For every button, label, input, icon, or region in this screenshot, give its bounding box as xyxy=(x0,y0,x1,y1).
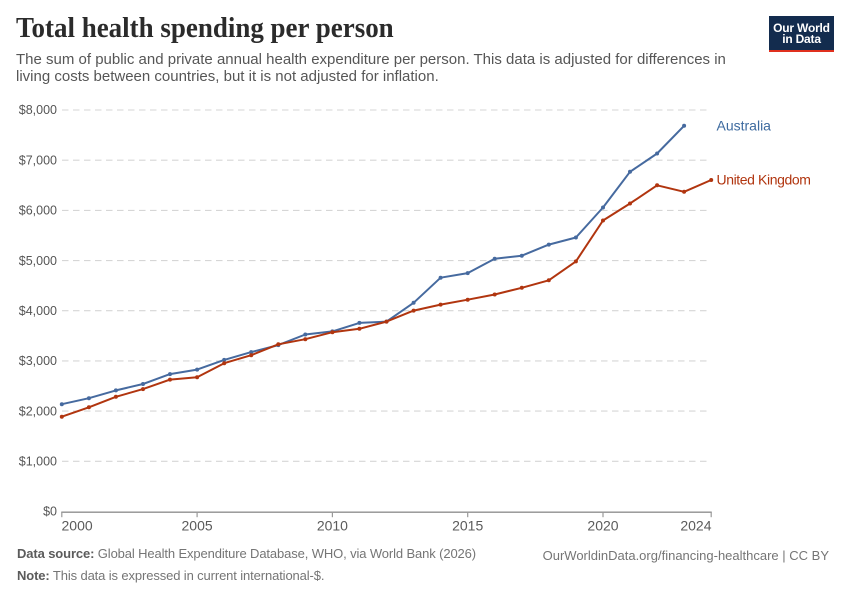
svg-text:$8,000: $8,000 xyxy=(19,103,57,117)
svg-text:$5,000: $5,000 xyxy=(19,254,57,268)
svg-text:$0: $0 xyxy=(43,505,57,519)
svg-text:$6,000: $6,000 xyxy=(19,204,57,218)
svg-text:2000: 2000 xyxy=(62,518,93,534)
svg-text:2005: 2005 xyxy=(182,518,213,534)
svg-text:2024: 2024 xyxy=(680,518,711,534)
svg-text:$7,000: $7,000 xyxy=(19,153,57,167)
svg-text:2015: 2015 xyxy=(452,518,483,534)
svg-text:$2,000: $2,000 xyxy=(19,404,57,418)
svg-text:$3,000: $3,000 xyxy=(19,354,57,368)
svg-text:Australia: Australia xyxy=(717,118,772,134)
svg-text:United Kingdom: United Kingdom xyxy=(717,172,811,188)
svg-text:2010: 2010 xyxy=(317,518,348,534)
svg-text:$4,000: $4,000 xyxy=(19,304,57,318)
svg-text:2020: 2020 xyxy=(587,518,618,534)
svg-text:$1,000: $1,000 xyxy=(19,455,57,469)
